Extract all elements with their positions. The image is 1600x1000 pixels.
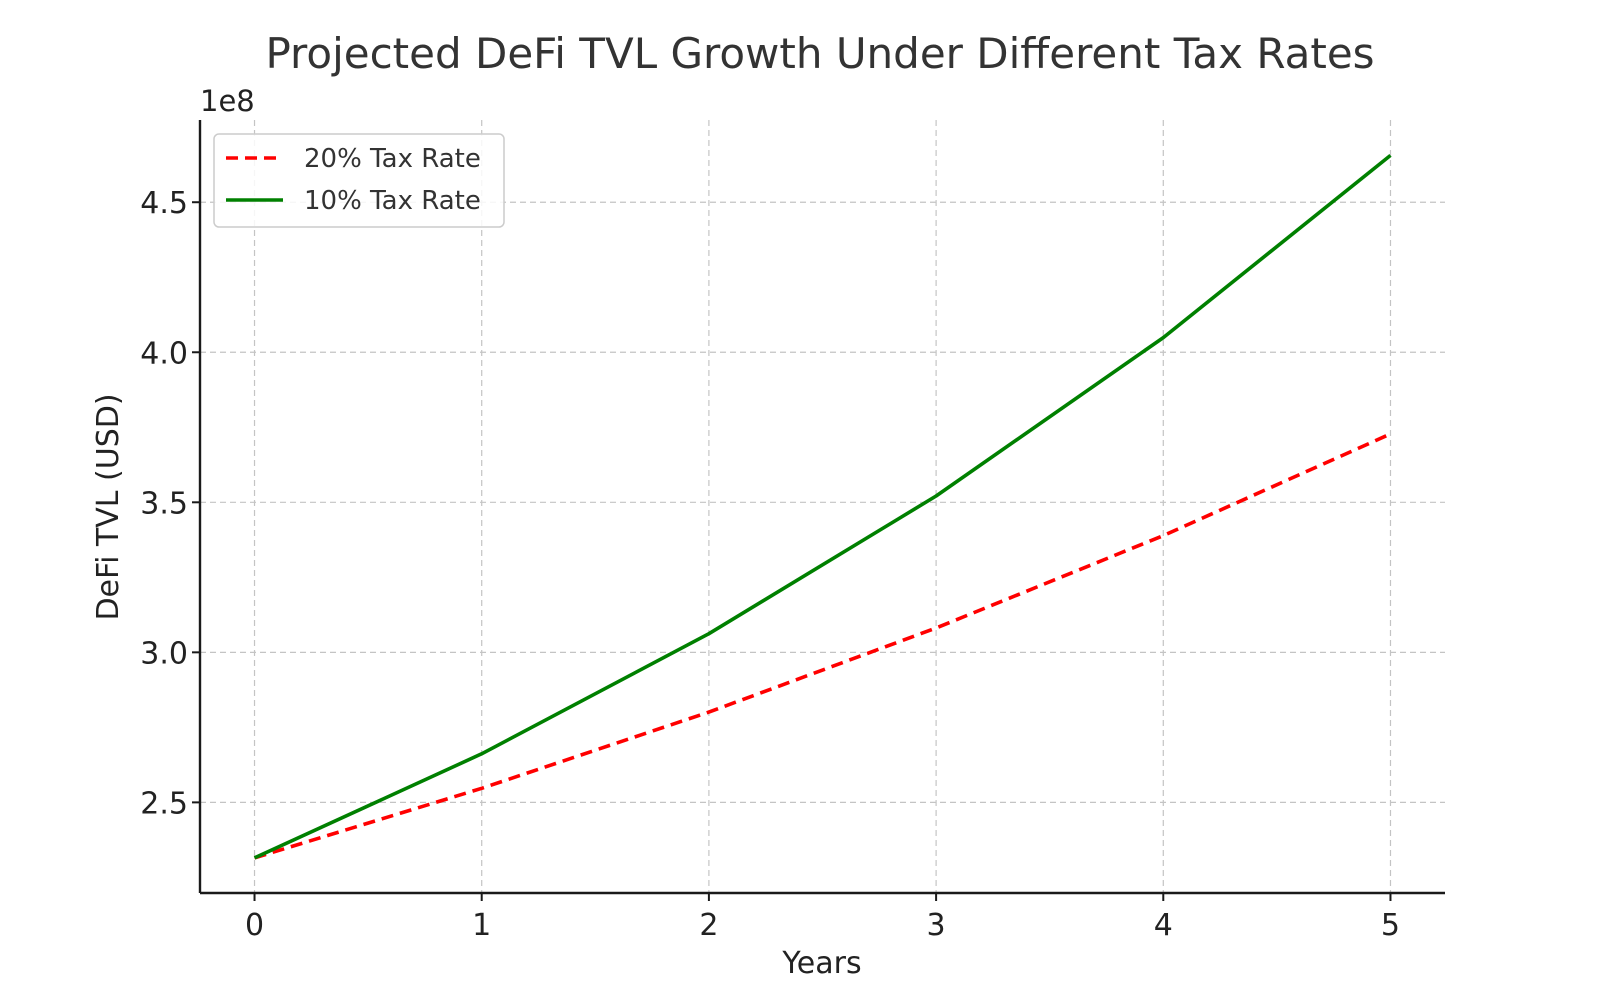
y-tick-label: 4.5 (140, 186, 188, 221)
x-tick-label: 2 (699, 908, 718, 943)
chart-title: Projected DeFi TVL Growth Under Differen… (265, 29, 1374, 78)
x-tick-label: 5 (1381, 908, 1400, 943)
y-ticks: 2.5 3.0 3.5 4.0 4.5 (140, 186, 200, 821)
x-tick-label: 4 (1154, 908, 1173, 943)
x-tick-label: 0 (245, 908, 264, 943)
x-tick-label: 3 (927, 908, 946, 943)
y-tick-label: 3.0 (140, 636, 188, 671)
grid (200, 120, 1445, 893)
series-lines (253, 153, 1392, 860)
legend: 20% Tax Rate 10% Tax Rate (213, 133, 505, 228)
axes (198, 120, 1445, 895)
legend-label-1: 10% Tax Rate (304, 186, 481, 216)
x-axis-label: Years (781, 946, 861, 981)
x-ticks: 0 1 2 3 4 5 (245, 893, 1400, 943)
y-tick-label: 4.0 (140, 336, 188, 371)
legend-box (213, 133, 505, 228)
legend-label-0: 20% Tax Rate (304, 144, 481, 174)
y-axis-offset-label: 1e8 (200, 84, 255, 118)
series-line-1 (253, 153, 1392, 860)
y-tick-label: 2.5 (140, 786, 188, 821)
y-axis-label: DeFi TVL (USD) (91, 393, 126, 620)
x-tick-label: 1 (472, 908, 491, 943)
y-tick-label: 3.5 (140, 486, 188, 521)
series-line-0 (253, 432, 1392, 860)
